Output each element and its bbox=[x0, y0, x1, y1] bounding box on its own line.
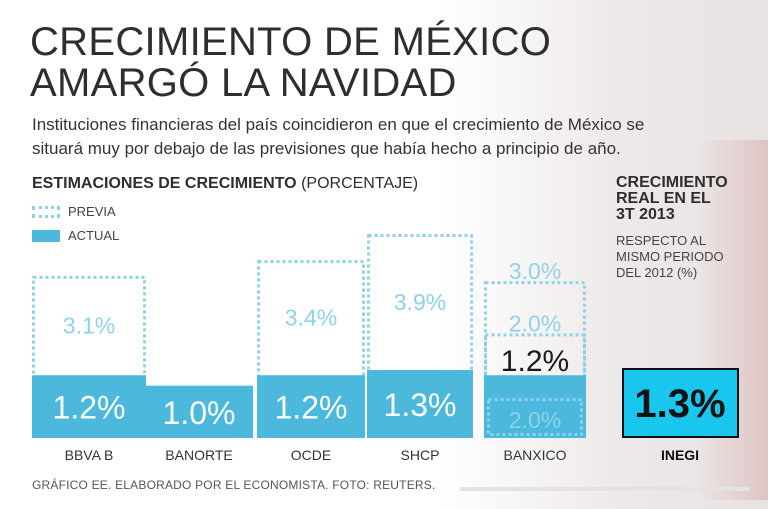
real-growth-source: INEGI bbox=[661, 447, 699, 463]
real-growth-subheading: RESPECTO AL MISMO PERIODO DEL 2012 (%) bbox=[616, 233, 766, 281]
footer-rule bbox=[460, 487, 750, 491]
banxico-revision-label: 2.0% bbox=[509, 310, 561, 336]
title-line-2: AMARGÓ LA NAVIDAD bbox=[30, 61, 457, 105]
footer-credit: GRÁFICO EE. ELABORADO POR EL ECONOMISTA.… bbox=[32, 478, 436, 492]
real-growth-sub-line-3: DEL 2012 (%) bbox=[616, 265, 698, 280]
actual-bar bbox=[145, 385, 253, 438]
actual-bar-label: 1.3% bbox=[384, 387, 457, 423]
category-label: BANXICO bbox=[503, 447, 566, 463]
actual-bar bbox=[32, 375, 146, 438]
previous-bar-label: 3.1% bbox=[63, 313, 115, 339]
background-flag bbox=[698, 140, 768, 500]
section-label-text: ESTIMACIONES DE CRECIMIENTO bbox=[32, 175, 297, 192]
actual-bar bbox=[257, 375, 365, 438]
real-growth-sub-line-1: RESPECTO AL bbox=[616, 233, 707, 248]
real-growth-heading: CRECIMIENTO REAL EN EL 3T 2013 bbox=[616, 175, 766, 223]
real-growth-heading-line-1: CRECIMIENTO bbox=[616, 174, 728, 191]
subtitle-line-2: situará muy por debajo de las previsione… bbox=[32, 139, 621, 158]
actual-bar bbox=[484, 375, 586, 438]
real-growth-sub-line-2: MISMO PERIODO bbox=[616, 249, 724, 264]
category-label: OCDE bbox=[291, 447, 331, 463]
subtitle-line-1: Instituciones financieras del país coinc… bbox=[32, 115, 645, 134]
subtitle: Instituciones financieras del país coinc… bbox=[32, 113, 752, 161]
section-label-unit: (PORCENTAJE) bbox=[301, 175, 419, 192]
real-growth-bar bbox=[622, 368, 739, 438]
actual-bar-label: 1.2% bbox=[53, 390, 126, 426]
category-label: BBVA B bbox=[65, 447, 114, 463]
title-line-1: CRECIMIENTO DE MÉXICO bbox=[30, 20, 552, 64]
legend-actual-swatch bbox=[32, 229, 60, 242]
banxico-revision-label: 3.0% bbox=[509, 258, 561, 284]
real-growth-heading-line-3: 3T 2013 bbox=[616, 206, 675, 223]
actual-bar-label: 1.2% bbox=[275, 390, 348, 426]
section-label: ESTIMACIONES DE CRECIMIENTO (PORCENTAJE) bbox=[32, 175, 418, 193]
legend-previous-swatch bbox=[32, 205, 60, 218]
banxico-revision-label: 2.0% bbox=[509, 407, 561, 433]
category-label: SHCP bbox=[401, 447, 440, 463]
legend-previous: PREVIA bbox=[32, 204, 116, 219]
actual-bar-label: 1.0% bbox=[163, 395, 236, 431]
previous-bar-label: 3.9% bbox=[394, 289, 446, 315]
banxico-revision-bar-inner bbox=[487, 398, 583, 436]
banxico-current-label: 1.2% bbox=[501, 345, 569, 378]
real-growth-heading-line-2: REAL EN EL bbox=[616, 190, 711, 207]
actual-bar bbox=[367, 370, 473, 438]
legend-actual-label: ACTUAL bbox=[68, 228, 120, 243]
previous-bar-label: 3.4% bbox=[285, 305, 337, 331]
legend-previous-label: PREVIA bbox=[68, 204, 116, 219]
page-title: CRECIMIENTO DE MÉXICO AMARGÓ LA NAVIDAD bbox=[30, 22, 551, 104]
real-growth-value: 1.3% bbox=[634, 382, 725, 426]
category-label: BANORTE bbox=[165, 447, 232, 463]
legend-actual: ACTUAL bbox=[32, 228, 119, 243]
